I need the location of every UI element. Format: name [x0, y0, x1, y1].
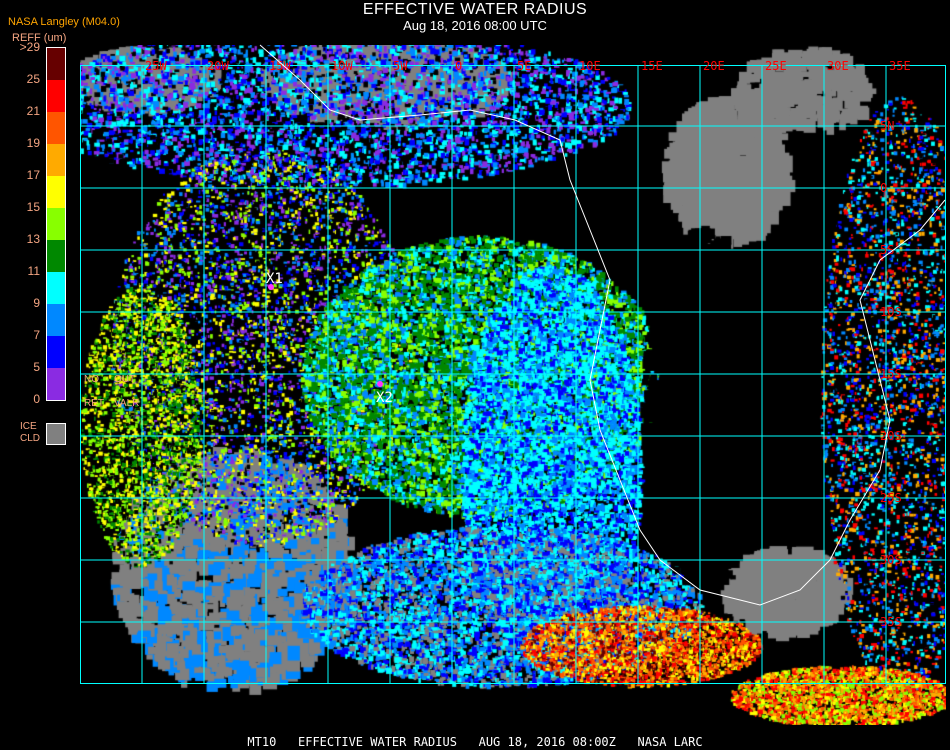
legend-tick: 5	[33, 360, 40, 374]
longitude-label: 35E	[889, 59, 911, 73]
footer-caption: MT10 EFFECTIVE WATER RADIUS AUG 18, 2016…	[247, 735, 703, 749]
ice-cloud-swatch	[46, 423, 66, 445]
legend-swatch	[47, 368, 65, 400]
ice-label: ICE	[20, 421, 37, 432]
longitude-label: 10W	[331, 59, 353, 73]
no-retrieval-label: NO	[84, 374, 99, 385]
legend-tick: 17	[26, 168, 40, 182]
legend-tick: 0	[33, 392, 40, 406]
cloud-label: CLD	[20, 433, 41, 444]
latitude-label: 30S	[880, 553, 902, 567]
legend-swatch	[47, 176, 65, 208]
legend-unit-label: REFF (um)	[12, 32, 67, 44]
legend-tick: 15	[26, 200, 40, 214]
legend-swatch	[47, 48, 65, 80]
marker-point	[377, 381, 383, 387]
legend-swatch	[47, 144, 65, 176]
valr-label: VALR	[114, 398, 140, 409]
legend-swatch	[47, 112, 65, 144]
latitude-label: 0	[880, 181, 887, 195]
latitude-label: 5S	[880, 243, 894, 257]
longitude-label: 5W	[393, 59, 408, 73]
longitude-label: 0	[455, 59, 462, 73]
longitude-label: 15E	[641, 59, 663, 73]
legend-tick: 19	[26, 136, 40, 150]
legend-tick: 25	[26, 72, 40, 86]
marker-label: X2	[376, 390, 393, 406]
latitude-label: 25S	[880, 491, 902, 505]
legend-tick: 7	[33, 328, 40, 342]
legend-swatch	[47, 336, 65, 368]
legend-swatch	[47, 80, 65, 112]
coastline	[259, 44, 516, 121]
longitude-label: 30E	[827, 59, 849, 73]
longitude-label: 25W	[145, 59, 167, 73]
longitude-label: 20E	[703, 59, 725, 73]
legend-tick: 21	[26, 104, 40, 118]
legend-tick: 13	[26, 232, 40, 246]
ret-label: RET	[84, 398, 104, 409]
marker-point	[268, 284, 274, 290]
legend-swatch	[47, 208, 65, 240]
longitude-label: 5E	[517, 59, 531, 73]
map-timestamp: Aug 18, 2016 08:00 UTC	[403, 18, 547, 33]
latitude-label: 20S	[880, 429, 902, 443]
marker-label: X1	[266, 271, 283, 287]
color-scale-bar	[46, 47, 66, 401]
longitude-label: 25E	[765, 59, 787, 73]
organization-label: NASA Langley (M04.0)	[8, 16, 120, 28]
latitude-label: 35S	[880, 615, 902, 629]
legend-swatch	[47, 304, 65, 336]
coastline	[514, 119, 946, 606]
legend-tick: >29	[19, 40, 40, 54]
longitude-label: 10E	[579, 59, 601, 73]
longitude-label: 20W	[207, 59, 229, 73]
map-title: EFFECTIVE WATER RADIUS	[362, 1, 588, 18]
legend-tick: 11	[27, 264, 40, 278]
satellite-image	[80, 45, 946, 725]
legend-swatch	[47, 272, 65, 304]
legend-swatch	[47, 240, 65, 272]
latitude-label: 5N	[880, 119, 894, 133]
longitude-label: 15W	[269, 59, 291, 73]
latitude-label: 15S	[880, 367, 902, 381]
latitude-label: 10S	[880, 305, 902, 319]
out-label: OUT	[114, 374, 136, 385]
legend-tick: 9	[33, 296, 40, 310]
